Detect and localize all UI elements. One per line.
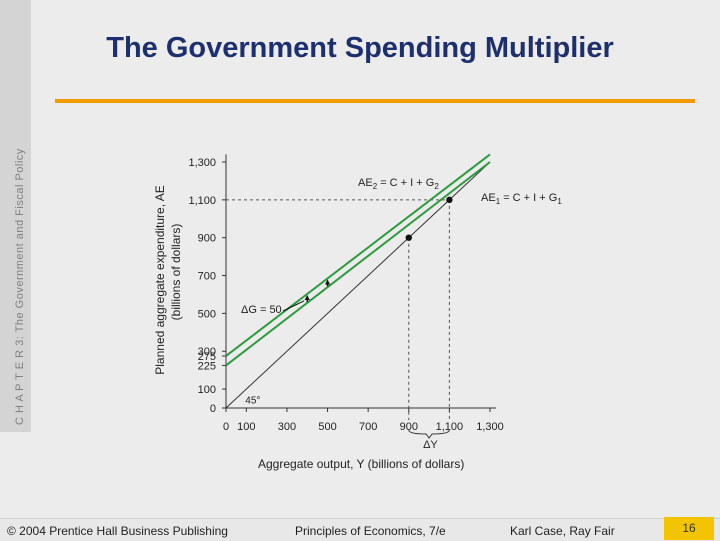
y-tick-label: 225 [198,360,216,372]
ae2-label: AE2 = C + I + G2 [358,177,439,191]
y-axis-subtitle: (billions of dollars) [169,224,183,321]
y-tick-label: 1,100 [188,195,216,207]
ae1-label-part: = C + I + G [500,192,557,204]
y-tick-label: 275 [198,351,216,363]
y-tick-label: 100 [198,384,216,396]
diagonal-label: 45° [245,395,260,406]
ae2-label-part: AE [358,177,373,189]
x-tick-label: 700 [359,421,377,433]
y-tick-label: 1,300 [188,157,216,169]
ae2-label-part: = C + I + G [377,177,434,189]
y-axis-title: Planned aggregate expenditure, AE [153,185,167,374]
x-tick-label: 1,300 [476,421,504,433]
footer-bar: © 2004 Prentice Hall Business Publishing… [0,518,720,541]
title-underline [55,99,695,103]
x-tick-label: 1,100 [436,421,464,433]
delta-g-arrowhead [325,279,331,285]
x-tick-label: 100 [237,421,255,433]
x-tick-label: 0 [223,421,229,433]
x-tick-label: 900 [400,421,418,433]
ae-line-1 [225,161,491,367]
slide-title: The Government Spending Multiplier [106,32,614,64]
ae1-label-part: 1 [496,197,501,206]
page-number: 16 [664,517,714,540]
y-tick-label: 900 [198,233,216,245]
y-tick-label: 300 [198,346,216,358]
x-tick-label: 300 [278,421,296,433]
footer-authors: Karl Case, Ray Fair [510,524,615,538]
y-tick-label: 500 [198,308,216,320]
equilibrium-point [405,234,412,241]
ae1-label-part: AE [481,192,496,204]
footer-book: Principles of Economics, 7/e [295,524,446,538]
y-tick-label: 0 [210,403,216,415]
diagonal-45-line [225,161,491,409]
footer-copyright: © 2004 Prentice Hall Business Publishing [7,524,228,538]
delta-y-bracket [408,429,450,439]
delta-g-arrowhead [304,294,310,300]
ae2-label-part: 2 [434,182,439,191]
ae-line-2 [225,153,491,357]
y-tick-label: 700 [198,271,216,283]
x-axis-title: Aggregate output, Y (billions of dollars… [258,457,464,471]
ae1-label: AE1 = C + I + G1 [481,192,562,206]
ae1-label-part: 1 [557,197,562,206]
chapter-sidebar [0,0,31,432]
x-tick-label: 500 [318,421,336,433]
delta-g-label: ΔG = 50 [241,304,282,316]
equilibrium-point [446,196,453,204]
delta-y-label: ΔY [423,439,438,451]
delta-g-leader [282,300,305,312]
ae2-label-part: 2 [373,182,378,191]
